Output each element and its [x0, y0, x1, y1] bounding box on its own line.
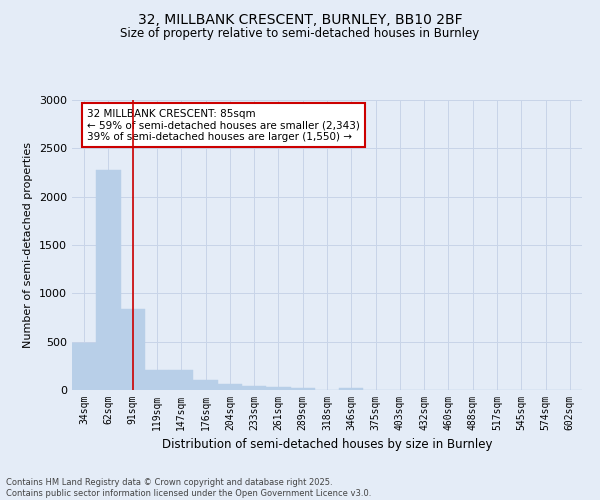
- Y-axis label: Number of semi-detached properties: Number of semi-detached properties: [23, 142, 34, 348]
- Bar: [72, 342, 96, 390]
- Text: Contains HM Land Registry data © Crown copyright and database right 2025.
Contai: Contains HM Land Registry data © Crown c…: [6, 478, 371, 498]
- Text: 32 MILLBANK CRESCENT: 85sqm
← 59% of semi-detached houses are smaller (2,343)
39: 32 MILLBANK CRESCENT: 85sqm ← 59% of sem…: [88, 108, 360, 142]
- Bar: [169, 370, 193, 390]
- Bar: [290, 388, 315, 390]
- X-axis label: Distribution of semi-detached houses by size in Burnley: Distribution of semi-detached houses by …: [162, 438, 492, 452]
- Bar: [121, 309, 145, 390]
- Text: 32, MILLBANK CRESCENT, BURNLEY, BB10 2BF: 32, MILLBANK CRESCENT, BURNLEY, BB10 2BF: [137, 12, 463, 26]
- Bar: [96, 170, 121, 390]
- Text: Size of property relative to semi-detached houses in Burnley: Size of property relative to semi-detach…: [121, 28, 479, 40]
- Bar: [218, 384, 242, 390]
- Bar: [242, 386, 266, 390]
- Bar: [145, 370, 169, 390]
- Bar: [339, 388, 364, 390]
- Bar: [266, 387, 290, 390]
- Bar: [193, 380, 218, 390]
